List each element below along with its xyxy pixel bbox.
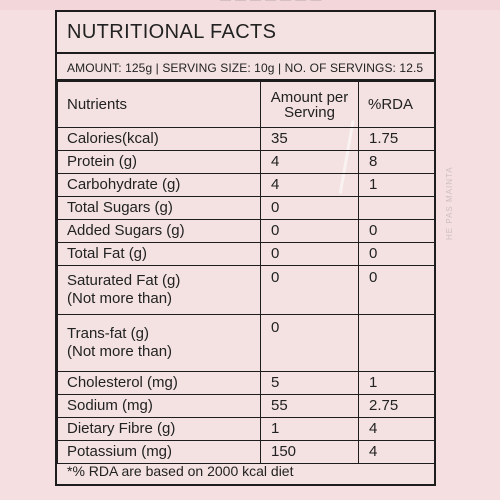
table-row: Total Fat (g) 0 0 [57, 242, 434, 266]
table-row: Trans-fat (g) (Not more than) 0 [57, 314, 434, 372]
amount-value: 0 [260, 242, 359, 266]
table-row: Protein (g) 4 8 [57, 150, 434, 174]
amount-value: 4 [260, 150, 359, 174]
nutrient-name: Cholesterol (mg) [57, 371, 261, 395]
header-amount-line2: Serving [284, 103, 335, 121]
header-amount: Amount per Serving [260, 81, 359, 128]
header-nutrients: Nutrients [57, 81, 261, 128]
rda-value: 0 [358, 265, 434, 315]
nutrient-name: Total Sugars (g) [57, 196, 261, 220]
rda-value: 1.75 [358, 127, 434, 151]
table-row: Cholesterol (mg) 5 1 [57, 371, 434, 395]
nutrient-name-line2: (Not more than) [67, 343, 173, 360]
rda-footnote: *% RDA are based on 2000 kcal diet [67, 463, 294, 479]
nutrient-name: Total Fat (g) [57, 242, 261, 266]
amount-value: 35 [260, 127, 359, 151]
title-divider [57, 52, 434, 54]
nutrient-name: Carbohydrate (g) [57, 173, 261, 197]
table-row: Dietary Fibre (g) 1 4 [57, 417, 434, 441]
table-row: Saturated Fat (g) (Not more than) 0 0 [57, 265, 434, 315]
rda-value: 4 [358, 417, 434, 441]
amount-value: 150 [260, 440, 359, 464]
nutrient-name: Trans-fat (g) (Not more than) [57, 314, 261, 372]
table-row: Calories(kcal) 35 1.75 [57, 127, 434, 151]
top-strip-text: — — — — — — — [220, 0, 322, 6]
header-rda: %RDA [358, 81, 434, 128]
table-row: Carbohydrate (g) 4 1 [57, 173, 434, 197]
nutrient-name: Calories(kcal) [57, 127, 261, 151]
rda-value: 4 [358, 440, 434, 464]
amount-value: 4 [260, 173, 359, 197]
rda-value: 8 [358, 150, 434, 174]
nutrient-name-line1: Saturated Fat (g) [67, 272, 181, 289]
summary-divider [57, 79, 434, 81]
nutrition-facts-panel: NUTRITIONAL FACTS AMOUNT: 125g | SERVING… [55, 10, 436, 486]
header-amount-line1: Amount per [270, 88, 349, 106]
amount-value: 1 [260, 417, 359, 441]
nutrient-name: Sodium (mg) [57, 394, 261, 418]
rda-value: 0 [358, 242, 434, 266]
nutrient-name-line2: (Not more than) [67, 290, 173, 307]
nutrient-name: Potassium (mg) [57, 440, 261, 464]
table-row: Sodium (mg) 55 2.75 [57, 394, 434, 418]
table-row: Total Sugars (g) 0 [57, 196, 434, 220]
rda-value [358, 314, 434, 372]
amount-value: 55 [260, 394, 359, 418]
rda-value [358, 196, 434, 220]
nutrient-name: Dietary Fibre (g) [57, 417, 261, 441]
table-row: Added Sugars (g) 0 0 [57, 219, 434, 243]
rda-value: 2.75 [358, 394, 434, 418]
rda-value: 1 [358, 371, 434, 395]
top-strip: — — — — — — — [0, 0, 500, 10]
amount-value: 0 [260, 265, 359, 315]
serving-summary: AMOUNT: 125g | SERVING SIZE: 10g | NO. O… [67, 61, 424, 75]
side-ghost-text: HE PAS MAINTA [445, 166, 454, 240]
nutrient-name: Protein (g) [57, 150, 261, 174]
amount-value: 5 [260, 371, 359, 395]
table-row: Potassium (mg) 150 4 [57, 440, 434, 464]
rda-value: 1 [358, 173, 434, 197]
nutrient-name: Saturated Fat (g) (Not more than) [57, 265, 261, 315]
nutrient-name: Added Sugars (g) [57, 219, 261, 243]
nutrition-table: Nutrients Amount per Serving %RDA Calori… [57, 81, 434, 464]
nutrient-name-line1: Trans-fat (g) [67, 325, 149, 342]
amount-value: 0 [260, 314, 359, 372]
table-header-row: Nutrients Amount per Serving %RDA [57, 81, 434, 128]
amount-value: 0 [260, 196, 359, 220]
rda-value: 0 [358, 219, 434, 243]
amount-value: 0 [260, 219, 359, 243]
page-title: NUTRITIONAL FACTS [67, 21, 277, 43]
